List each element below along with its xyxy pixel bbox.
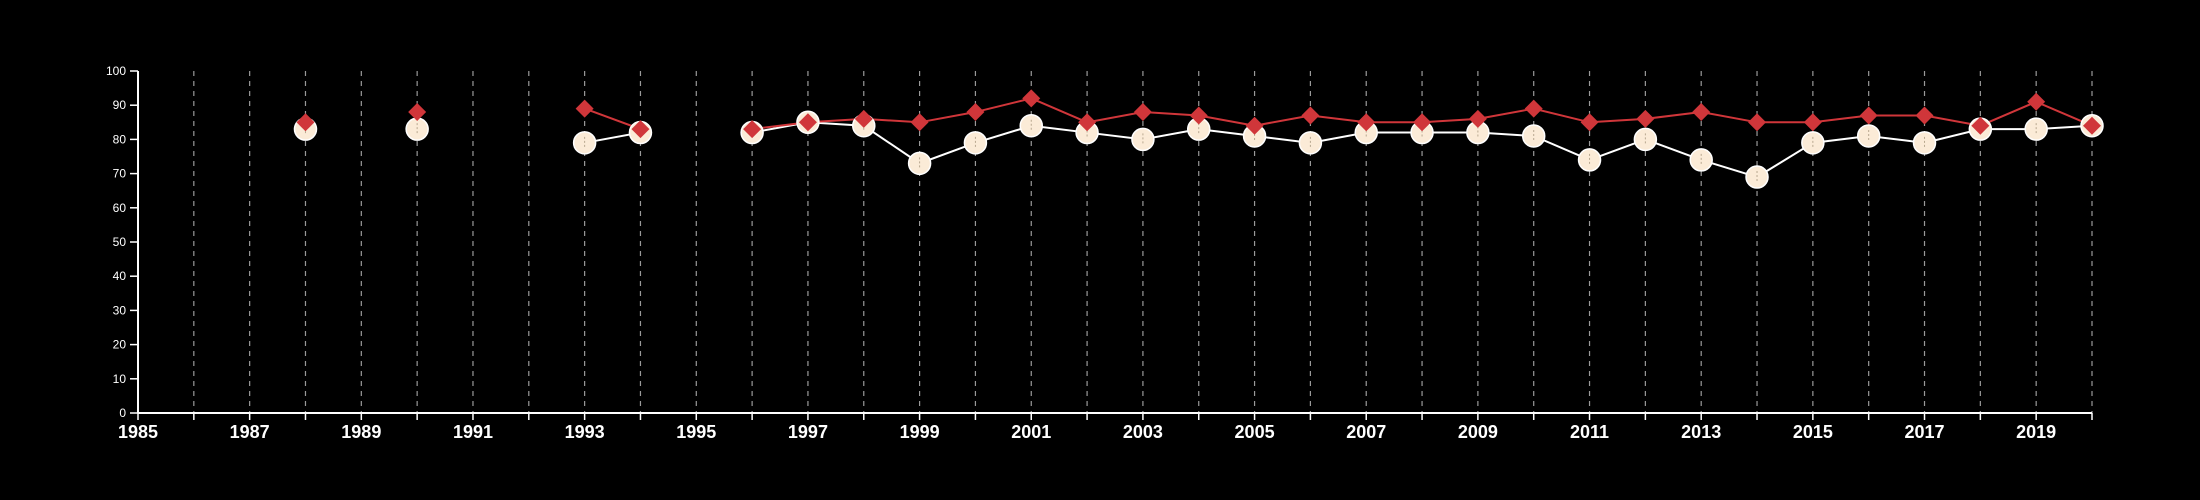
red-point (1468, 109, 1487, 128)
red-point (854, 109, 873, 128)
y-tick-label: 60 (113, 201, 127, 215)
red-point (1245, 116, 1264, 135)
x-tick-label: 2007 (1346, 422, 1386, 442)
series (293, 89, 2104, 189)
x-tick-label: 2017 (1904, 422, 1944, 442)
red-point (2027, 92, 2046, 111)
red-point (1133, 103, 1152, 122)
x-tick-label: 1999 (900, 422, 940, 442)
x-tick-label: 1991 (453, 422, 493, 442)
red-point (1636, 109, 1655, 128)
x-tick-label: 2001 (1011, 422, 1051, 442)
x-tick-label: 2011 (1570, 422, 1609, 442)
y-tick-label: 70 (113, 167, 127, 181)
red-point (408, 103, 427, 122)
x-tick-label: 1989 (341, 422, 381, 442)
grid-lines (193, 71, 2093, 413)
red-point (1357, 113, 1376, 132)
y-tick-label: 90 (113, 98, 127, 112)
x-tick-label: 1985 (118, 422, 158, 442)
red-point (1803, 113, 1822, 132)
red-point (575, 99, 594, 118)
x-tick-label: 1995 (676, 422, 716, 442)
x-tick-label: 2009 (1458, 422, 1498, 442)
x-tick-label: 2003 (1123, 422, 1163, 442)
y-tick-label: 20 (113, 338, 127, 352)
red-point (2083, 116, 2101, 135)
red-point (910, 113, 929, 132)
red-point (1915, 106, 1934, 125)
red-point (1301, 106, 1320, 125)
x-tick-label: 2013 (1681, 422, 1721, 442)
red-point (1580, 113, 1599, 132)
y-tick-label: 50 (113, 235, 127, 249)
y-tick-label: 100 (106, 64, 126, 78)
y-tick-label: 10 (113, 372, 127, 386)
red-point (966, 103, 985, 122)
axes: 0 10 20 30 40 50 60 70 80 90 100 1985 1987 1989 1991 19… (106, 64, 2093, 442)
red-point (631, 120, 650, 139)
red-point (296, 113, 315, 132)
red-point (1022, 89, 1041, 108)
red-point (1078, 113, 1097, 132)
red-point (798, 113, 817, 132)
red-point (1748, 113, 1767, 132)
red-point (1692, 103, 1711, 122)
x-tick-label: 1993 (565, 422, 605, 442)
red-point (1971, 116, 1990, 135)
red-point (1524, 99, 1543, 118)
x-tick-label: 2005 (1235, 422, 1275, 442)
red-point (1413, 113, 1432, 132)
red-point (1859, 106, 1878, 125)
x-tick-label: 1987 (230, 422, 270, 442)
x-tick-label: 1997 (788, 422, 828, 442)
y-tick-label: 30 (113, 303, 127, 317)
y-tick-label: 0 (119, 406, 126, 420)
x-tick-label: 2015 (1793, 422, 1833, 442)
red-point (1189, 106, 1208, 125)
red-point (743, 120, 762, 139)
y-tick-label: 40 (113, 269, 127, 283)
x-tick-label: 2019 (2016, 422, 2056, 442)
y-tick-label: 80 (113, 132, 127, 146)
